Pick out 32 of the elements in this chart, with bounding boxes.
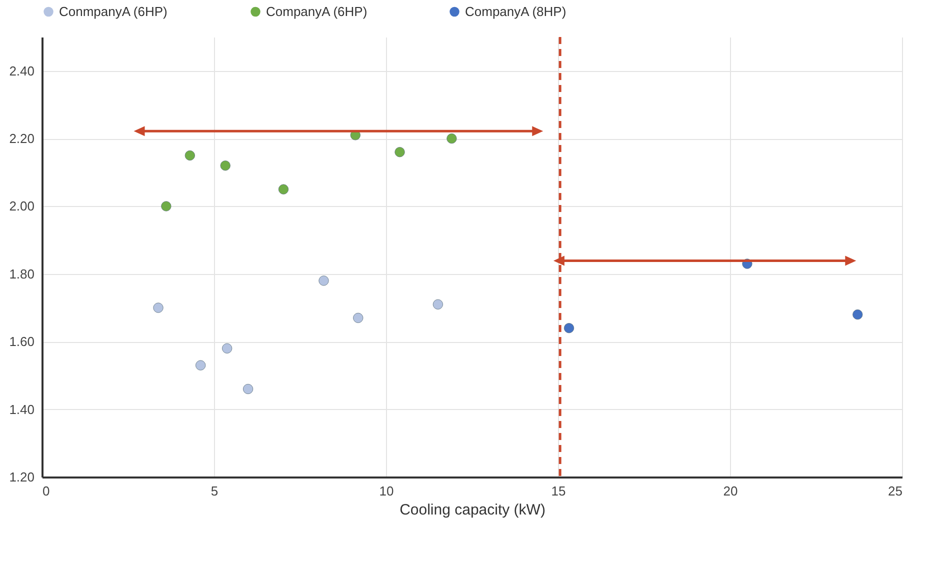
y-tick-label: 2.20	[9, 131, 34, 146]
point	[220, 160, 230, 171]
point	[353, 312, 364, 323]
point	[432, 299, 444, 310]
point	[394, 147, 405, 158]
point	[318, 276, 329, 286]
point	[564, 323, 574, 334]
x-tick-label: 5	[210, 484, 218, 498]
y-tick-label: 1.40	[9, 402, 34, 417]
x-tick-label: 20	[723, 484, 738, 498]
point	[446, 133, 457, 144]
x-tick-label: 15	[551, 484, 566, 498]
x-tick-label: 0	[42, 484, 50, 498]
legend-label: CompanyA (8HP)	[465, 4, 566, 19]
y-tick-label: 2.00	[9, 198, 34, 214]
point	[242, 384, 254, 394]
point	[278, 184, 289, 194]
point	[184, 150, 195, 161]
point	[222, 343, 232, 354]
point	[153, 302, 164, 313]
point	[161, 201, 172, 212]
x-axis-title: Cooling capacity (kW)	[400, 502, 546, 518]
x-tick-label: 10	[379, 484, 394, 498]
point	[196, 360, 206, 370]
point	[852, 309, 863, 320]
y-tick-label: 1.60	[9, 334, 34, 350]
legend-label: CompanyA (6HP)	[266, 4, 368, 19]
y-tick-label: 1.80	[9, 266, 34, 282]
y-tick-label: 2.40	[9, 63, 34, 78]
legend-label: ConmpanyA (6HP)	[59, 4, 168, 19]
y-tick-label: 1.20	[9, 470, 34, 484]
x-tick-label: 25	[888, 484, 902, 498]
